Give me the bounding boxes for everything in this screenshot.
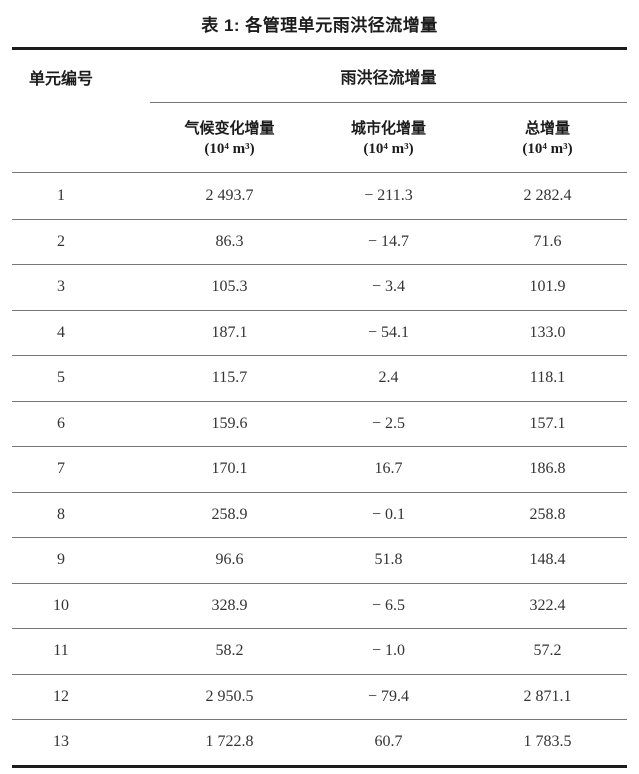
sub-header-col-2: 城市化增量 (10⁴ m³) bbox=[309, 103, 468, 172]
cell-climate-increment: 86.3 bbox=[215, 232, 244, 250]
cell-climate-increment: 328.9 bbox=[211, 596, 248, 614]
cell-urbanization-increment: − 3.4 bbox=[371, 278, 406, 296]
sub-header-unit: (10⁴ m³) bbox=[204, 141, 255, 157]
cell-unit-number: 3 bbox=[57, 278, 65, 296]
header-row-2: 气候变化增量 (10⁴ m³) 城市化增量 (10⁴ m³) 总增量 (10⁴ m³) bbox=[12, 103, 627, 173]
sub-header-name: 总增量 bbox=[524, 120, 570, 137]
cell-total-increment: 1 783.5 bbox=[523, 733, 572, 751]
table-row: 9 96.6 51.8 148.4 bbox=[12, 537, 627, 583]
table-row: 3 105.3 − 3.4 101.9 bbox=[12, 264, 627, 310]
cell-total-increment: 148.4 bbox=[529, 551, 566, 569]
table-row: 5 115.7 2.4 118.1 bbox=[12, 355, 627, 401]
cell-unit-number: 1 bbox=[57, 186, 65, 204]
table-row: 2 86.3 − 14.7 71.6 bbox=[12, 218, 627, 265]
cell-unit-number: 2 bbox=[57, 232, 65, 250]
cell-total-increment: 322.4 bbox=[529, 596, 566, 614]
cell-unit-number: 9 bbox=[57, 551, 65, 569]
cell-total-increment: 2 282.4 bbox=[523, 186, 572, 204]
cell-climate-increment: 115.7 bbox=[211, 369, 248, 387]
cell-unit-number: 7 bbox=[57, 460, 65, 478]
cell-unit-number: 4 bbox=[57, 323, 65, 341]
cell-total-increment: 57.2 bbox=[533, 642, 562, 660]
data-table: 单元编号 雨洪径流增量 气候变化增量 (10⁴ m³) 城市化增量 (10⁴ m³) 总… bbox=[12, 47, 627, 768]
table-row: 1 2 493.7 − 211.3 2 282.4 bbox=[12, 173, 627, 219]
cell-climate-increment: 2 493.7 bbox=[205, 186, 254, 204]
cell-urbanization-increment: 51.8 bbox=[374, 551, 403, 569]
cell-unit-number: 12 bbox=[53, 687, 69, 705]
cell-unit-number: 13 bbox=[53, 733, 69, 751]
cell-urbanization-increment: − 0.1 bbox=[371, 505, 406, 523]
table-row: 7 170.1 16.7 186.8 bbox=[12, 446, 627, 492]
table-header: 单元编号 雨洪径流增量 气候变化增量 (10⁴ m³) 城市化增量 (10⁴ m³) 总… bbox=[12, 50, 627, 173]
cell-climate-increment: 170.1 bbox=[211, 460, 248, 478]
sub-header-name: 城市化增量 bbox=[350, 120, 426, 137]
sub-header-unit: (10⁴ m³) bbox=[522, 141, 573, 157]
cell-unit-number: 8 bbox=[57, 505, 65, 523]
cell-total-increment: 157.1 bbox=[529, 414, 566, 432]
table-row: 6 159.6 − 2.5 157.1 bbox=[12, 400, 627, 447]
cell-urbanization-increment: 16.7 bbox=[374, 460, 403, 478]
table-caption: 表 1: 各管理单元雨洪径流增量 bbox=[201, 16, 438, 35]
table-row: 8 258.9 − 0.1 258.8 bbox=[12, 491, 627, 538]
col-header-unit-number: 单元编号 bbox=[28, 70, 93, 88]
cell-climate-increment: 2 950.5 bbox=[205, 687, 254, 705]
cell-climate-increment: 258.9 bbox=[211, 505, 248, 523]
cell-urbanization-increment: 2.4 bbox=[378, 369, 399, 387]
table-row: 12 2 950.5 − 79.4 2 871.1 bbox=[12, 673, 627, 720]
cell-climate-increment: 96.6 bbox=[215, 551, 244, 569]
header-row-1: 单元编号 雨洪径流增量 bbox=[12, 50, 627, 103]
sub-header-col-1: 气候变化增量 (10⁴ m³) bbox=[150, 103, 309, 172]
table-row: 10 328.9 − 6.5 322.4 bbox=[12, 582, 627, 629]
cell-urbanization-increment: − 54.1 bbox=[367, 323, 410, 341]
cell-total-increment: 2 871.1 bbox=[523, 687, 572, 705]
cell-climate-increment: 105.3 bbox=[211, 278, 248, 296]
sub-header-unit: (10⁴ m³) bbox=[363, 141, 414, 157]
cell-climate-increment: 187.1 bbox=[211, 323, 248, 341]
sub-header-name: 气候变化增量 bbox=[184, 120, 275, 137]
cell-urbanization-increment: − 211.3 bbox=[364, 186, 413, 204]
cell-urbanization-increment: 60.7 bbox=[374, 733, 403, 751]
cell-total-increment: 118.1 bbox=[529, 369, 566, 387]
cell-unit-number: 11 bbox=[53, 642, 69, 660]
table-row: 4 187.1 − 54.1 133.0 bbox=[12, 309, 627, 356]
sub-header-col-3: 总增量 (10⁴ m³) bbox=[468, 103, 627, 172]
cell-total-increment: 101.9 bbox=[529, 278, 566, 296]
cell-urbanization-increment: − 1.0 bbox=[371, 642, 406, 660]
cell-climate-increment: 1 722.8 bbox=[205, 733, 254, 751]
cell-total-increment: 186.8 bbox=[529, 460, 566, 478]
cell-urbanization-increment: − 2.5 bbox=[371, 414, 406, 432]
cell-total-increment: 71.6 bbox=[533, 232, 562, 250]
cell-unit-number: 6 bbox=[57, 414, 65, 432]
cell-urbanization-increment: − 6.5 bbox=[371, 596, 406, 614]
table-row: 13 1 722.8 60.7 1 783.5 bbox=[12, 719, 627, 765]
cell-unit-number: 10 bbox=[53, 596, 69, 614]
cell-total-increment: 133.0 bbox=[529, 323, 566, 341]
table-body: 1 2 493.7 − 211.3 2 282.4 2 86.3 − 14.7 71.6 3 10… bbox=[12, 173, 627, 765]
group-header-runoff-increment: 雨洪径流增量 bbox=[150, 50, 627, 103]
cell-unit-number: 5 bbox=[57, 369, 65, 387]
cell-climate-increment: 58.2 bbox=[215, 642, 244, 660]
table-row: 11 58.2 − 1.0 57.2 bbox=[12, 628, 627, 674]
cell-urbanization-increment: − 79.4 bbox=[367, 687, 410, 705]
sub-header-spacer bbox=[12, 103, 150, 172]
cell-climate-increment: 159.6 bbox=[211, 414, 248, 432]
cell-total-increment: 258.8 bbox=[529, 505, 566, 523]
cell-urbanization-increment: − 14.7 bbox=[367, 232, 410, 250]
